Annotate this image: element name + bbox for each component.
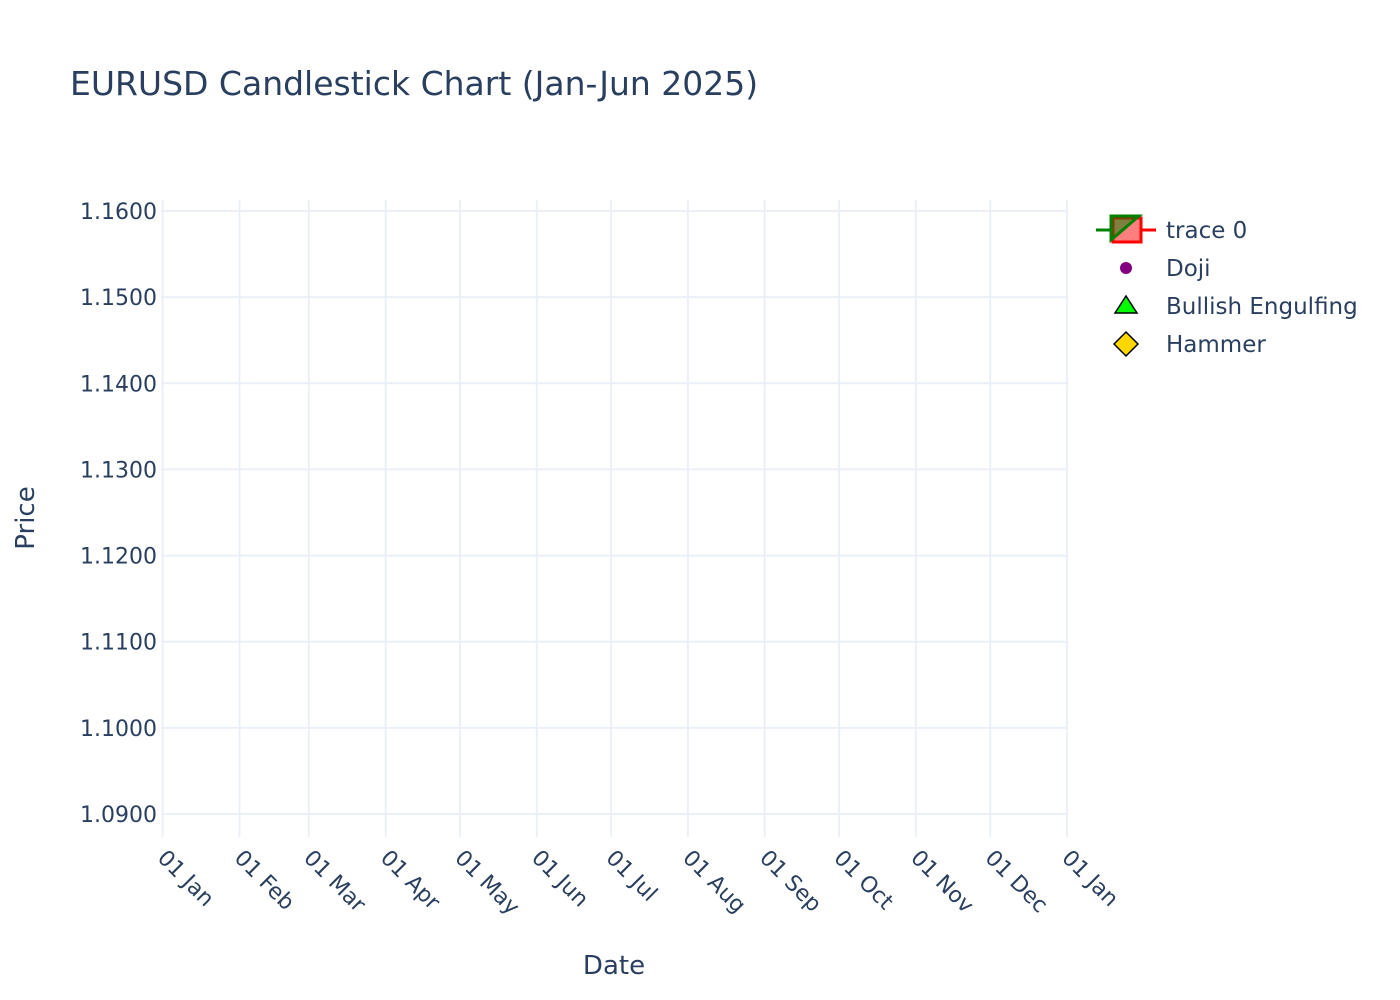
y-tick-label: 1.1000: [80, 717, 157, 742]
increasing-box: [1109, 214, 1144, 244]
x-tick-label: 01 Jun: [526, 846, 593, 913]
doji-marker-icon: [1120, 262, 1132, 274]
x-tick-label: 01 Jan: [152, 846, 218, 912]
x-tick-label: 01 Dec: [980, 846, 1053, 919]
y-tick-label: 1.1600: [80, 200, 157, 225]
legend-label: Bullish Engulfing: [1166, 294, 1358, 320]
x-tick-label: 01 Mar: [298, 846, 370, 918]
x-axis-label: Date: [583, 951, 645, 981]
y-tick-label: 1.1300: [80, 458, 157, 483]
triangle-up-marker-icon: [1113, 294, 1139, 314]
diamond-marker-icon: [1112, 330, 1140, 358]
x-tick-label: 01 Oct: [829, 846, 899, 916]
x-tick-label: 01 Aug: [677, 846, 750, 919]
legend-item[interactable]: trace 0: [1096, 214, 1247, 244]
y-tick-label: 1.0900: [80, 803, 157, 828]
x-tick-label: 01 Nov: [905, 846, 978, 919]
legend-item[interactable]: Bullish Engulfing: [1113, 294, 1358, 320]
legend-label: Doji: [1166, 256, 1211, 282]
candlestick-legend-icon: [1096, 214, 1156, 244]
legend[interactable]: trace 0 Doji Bullish Engulfing Hammer: [1096, 214, 1358, 358]
legend-label: trace 0: [1166, 218, 1247, 244]
x-tick-label: 01 Sep: [754, 846, 826, 918]
y-tick-label: 1.1500: [80, 286, 157, 311]
grid-lines: [161, 200, 1068, 837]
y-axis-label: Price: [11, 486, 41, 549]
y-tick-label: 1.1400: [80, 372, 157, 397]
x-tick-label: 01 Feb: [229, 846, 299, 916]
y-tick-label: 1.1100: [80, 631, 157, 656]
chart-title: EURUSD Candlestick Chart (Jan-Jun 2025): [70, 64, 759, 103]
y-tick-label: 1.1200: [80, 545, 157, 570]
x-tick-label: 01 Apr: [375, 846, 445, 916]
legend-item[interactable]: Hammer: [1112, 330, 1266, 358]
x-tick-label: 01 Jan: [1057, 846, 1123, 912]
legend-label: Hammer: [1166, 332, 1266, 358]
legend-item[interactable]: Doji: [1120, 256, 1211, 282]
x-tick-label: 01 May: [449, 846, 524, 921]
x-tick-label: 01 Jul: [601, 846, 662, 907]
